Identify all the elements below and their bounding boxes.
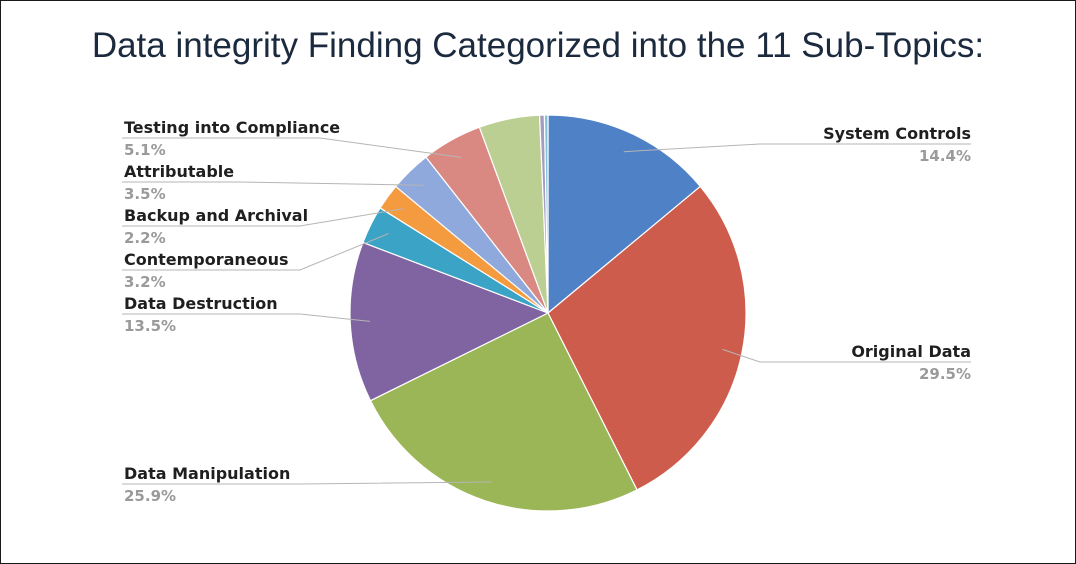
slice-label-data-destruction: Data Destruction [124, 294, 278, 313]
slice-value-data-destruction: 13.5% [124, 317, 176, 335]
slice-label-system-controls: System Controls [823, 124, 971, 143]
leader-line-testing-into-compliance [122, 137, 462, 158]
slice-value-backup-and-archival: 2.2% [124, 229, 166, 247]
slice-label-contemporaneous: Contemporaneous [124, 250, 289, 269]
slice-value-original-data: 29.5% [919, 365, 971, 383]
slice-value-system-controls: 14.4% [919, 147, 971, 165]
pie-slice-data-manipulation [369, 312, 638, 512]
pie-slice-data-destruction [349, 241, 550, 402]
slice-label-testing-into-compliance: Testing into Compliance [124, 118, 340, 137]
pie-slice-original-data [547, 185, 747, 491]
slice-value-attributable: 3.5% [124, 185, 166, 203]
slice-label-original-data: Original Data [851, 342, 971, 361]
leader-line-data-manipulation [122, 481, 492, 485]
slice-label-attributable: Attributable [124, 162, 234, 181]
slice-label-data-manipulation: Data Manipulation [124, 464, 290, 483]
pie-slice-system-controls [547, 114, 702, 315]
leader-line-contemporaneous [122, 233, 389, 271]
leader-line-original-data [722, 348, 971, 363]
leader-line-data-destruction [122, 313, 371, 322]
pie-slice-unlabeled-10 [543, 114, 549, 314]
slice-value-testing-into-compliance: 5.1% [124, 141, 166, 159]
leader-line-system-controls [623, 143, 971, 153]
slice-value-contemporaneous: 3.2% [124, 273, 166, 291]
leader-line-attributable [122, 181, 424, 186]
slice-label-backup-and-archival: Backup and Archival [124, 206, 308, 225]
leader-line-backup-and-archival [122, 208, 404, 227]
chart-title: Data integrity Finding Categorized into … [91, 26, 985, 65]
slice-value-data-manipulation: 25.9% [124, 487, 176, 505]
